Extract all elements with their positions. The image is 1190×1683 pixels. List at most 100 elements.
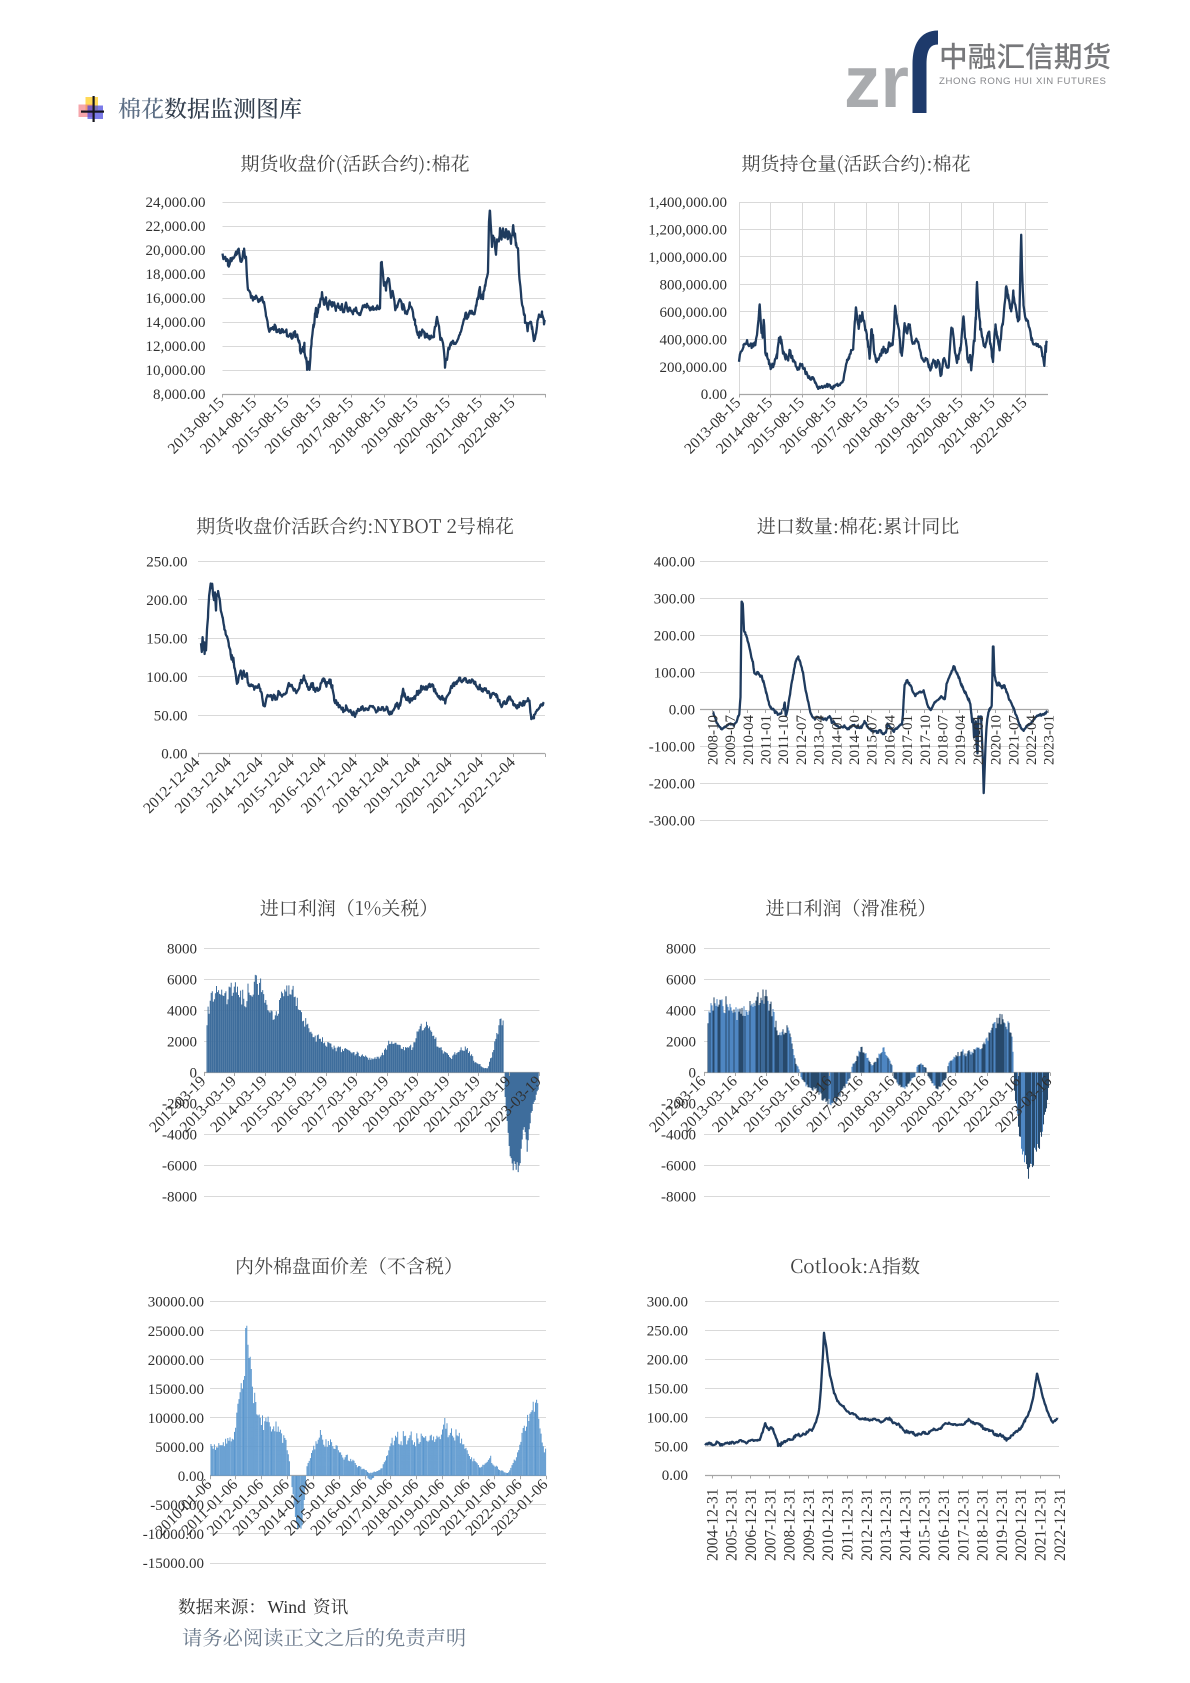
svg-text:2019-12-31: 2019-12-31 [994,1489,1011,1561]
svg-text:2008-10: 2008-10 [705,715,721,765]
svg-text:600,000.00: 600,000.00 [660,305,728,321]
svg-text:0: 0 [689,1066,697,1082]
svg-text:20,000.00: 20,000.00 [146,243,206,259]
svg-text:250.00: 250.00 [146,555,187,571]
svg-text:200.00: 200.00 [647,1353,688,1369]
svg-text:2014-12-31: 2014-12-31 [897,1489,914,1561]
svg-text:2020-01: 2020-01 [971,715,987,765]
svg-text:0.00: 0.00 [161,747,187,763]
svg-text:2012-12-31: 2012-12-31 [859,1489,876,1561]
svg-text:-15000.00: -15000.00 [143,1556,204,1572]
svg-text:6000: 6000 [666,973,696,989]
svg-text:4000: 4000 [167,1004,197,1020]
svg-text:0.00: 0.00 [178,1469,204,1485]
svg-text:2017-01: 2017-01 [900,715,916,765]
svg-text:1,000,000.00: 1,000,000.00 [648,250,727,266]
svg-text:2005-12-31: 2005-12-31 [724,1489,741,1561]
svg-text:150.00: 150.00 [647,1382,688,1398]
svg-text:400.00: 400.00 [654,555,695,571]
svg-text:6000: 6000 [167,973,197,989]
svg-text:12,000.00: 12,000.00 [146,339,206,355]
svg-text:4000: 4000 [666,1004,696,1020]
svg-text:25000.00: 25000.00 [148,1324,204,1340]
svg-text:2008-12-31: 2008-12-31 [782,1489,799,1561]
svg-text:Wind: Wind [268,1597,307,1617]
svg-text:22,000.00: 22,000.00 [146,219,206,235]
svg-text:2000: 2000 [666,1035,696,1051]
svg-text:300.00: 300.00 [654,592,695,608]
svg-text:2013-04: 2013-04 [812,715,828,765]
svg-text:2023-01: 2023-01 [1042,715,1058,765]
svg-text:150.00: 150.00 [146,632,187,648]
svg-text:2006-12-31: 2006-12-31 [743,1489,760,1561]
svg-text:1,200,000.00: 1,200,000.00 [648,223,727,239]
svg-text:800,000.00: 800,000.00 [660,278,728,294]
svg-text:-10000.00: -10000.00 [143,1527,204,1543]
svg-text:2010-12-31: 2010-12-31 [820,1489,837,1561]
svg-text:2020-12-31: 2020-12-31 [1013,1489,1030,1561]
svg-text:2015-12-31: 2015-12-31 [917,1489,934,1561]
svg-text:24,000.00: 24,000.00 [146,195,206,211]
svg-text:0.00: 0.00 [662,1468,688,1484]
svg-text:8000: 8000 [666,942,696,958]
svg-text:2011-10: 2011-10 [776,715,792,764]
svg-text:5000.00: 5000.00 [155,1440,204,1456]
svg-text:-300.00: -300.00 [649,814,695,830]
svg-text:2016-04: 2016-04 [882,715,898,765]
svg-text:2009-07: 2009-07 [723,715,739,765]
svg-text:50.00: 50.00 [154,708,188,724]
svg-text:2004-12-31: 2004-12-31 [704,1489,721,1561]
svg-text:-2000: -2000 [661,1097,696,1113]
svg-text:0: 0 [190,1066,198,1082]
svg-text:-5000.00: -5000.00 [150,1498,204,1514]
svg-text:2007-12-31: 2007-12-31 [762,1489,779,1561]
svg-text:2011-01: 2011-01 [759,715,775,764]
svg-text:2013-12-31: 2013-12-31 [878,1489,895,1561]
svg-text:2021-07: 2021-07 [1006,715,1022,765]
svg-text:1,400,000.00: 1,400,000.00 [648,195,727,211]
svg-text:2011-12-31: 2011-12-31 [840,1489,857,1561]
svg-text:2022-04: 2022-04 [1024,715,1040,765]
svg-text:2021-12-31: 2021-12-31 [1033,1489,1050,1561]
svg-text:2010-04: 2010-04 [741,715,757,765]
svg-text:2016-12-31: 2016-12-31 [936,1489,953,1561]
svg-text:2020-10: 2020-10 [989,715,1005,765]
svg-text:2018-12-31: 2018-12-31 [975,1489,992,1561]
svg-text:2015-07: 2015-07 [865,715,881,765]
svg-text:200.00: 200.00 [654,629,695,645]
svg-text:-4000: -4000 [162,1128,197,1144]
svg-text:18,000.00: 18,000.00 [146,267,206,283]
svg-text:-100.00: -100.00 [649,740,695,756]
svg-text:14,000.00: 14,000.00 [146,315,206,331]
svg-text:zr: zr [844,42,909,123]
svg-text:-200.00: -200.00 [649,777,695,793]
svg-text:8000: 8000 [167,942,197,958]
svg-text:100.00: 100.00 [647,1410,688,1426]
svg-text:8,000.00: 8,000.00 [153,387,206,403]
svg-text:2000: 2000 [167,1035,197,1051]
svg-text:30000.00: 30000.00 [148,1295,204,1311]
svg-text:15000.00: 15000.00 [148,1382,204,1398]
svg-text:-2000: -2000 [162,1097,197,1113]
svg-text:-6000: -6000 [661,1159,696,1175]
svg-text:2014-01: 2014-01 [829,715,845,765]
svg-text:-6000: -6000 [162,1159,197,1175]
svg-text:250.00: 250.00 [647,1324,688,1340]
svg-text:-8000: -8000 [162,1190,197,1206]
svg-text:2012-07: 2012-07 [794,715,810,765]
svg-text:400,000.00: 400,000.00 [660,332,728,348]
svg-text:0.00: 0.00 [669,703,695,719]
svg-text:2022-12-31: 2022-12-31 [1052,1489,1069,1561]
svg-text:ZHONG RONG HUI XIN FUTURES: ZHONG RONG HUI XIN FUTURES [939,76,1107,87]
svg-text:16,000.00: 16,000.00 [146,291,206,307]
svg-text:-8000: -8000 [661,1190,696,1206]
svg-text:20000.00: 20000.00 [148,1353,204,1369]
svg-text:2017-12-31: 2017-12-31 [955,1489,972,1561]
svg-text:-4000: -4000 [661,1128,696,1144]
svg-text:2009-12-31: 2009-12-31 [801,1489,818,1561]
svg-text:2019-04: 2019-04 [953,715,969,765]
svg-text:200.00: 200.00 [146,593,187,609]
svg-text:0.00: 0.00 [701,387,727,403]
svg-text:300.00: 300.00 [647,1295,688,1311]
svg-text:2018-07: 2018-07 [936,715,952,765]
